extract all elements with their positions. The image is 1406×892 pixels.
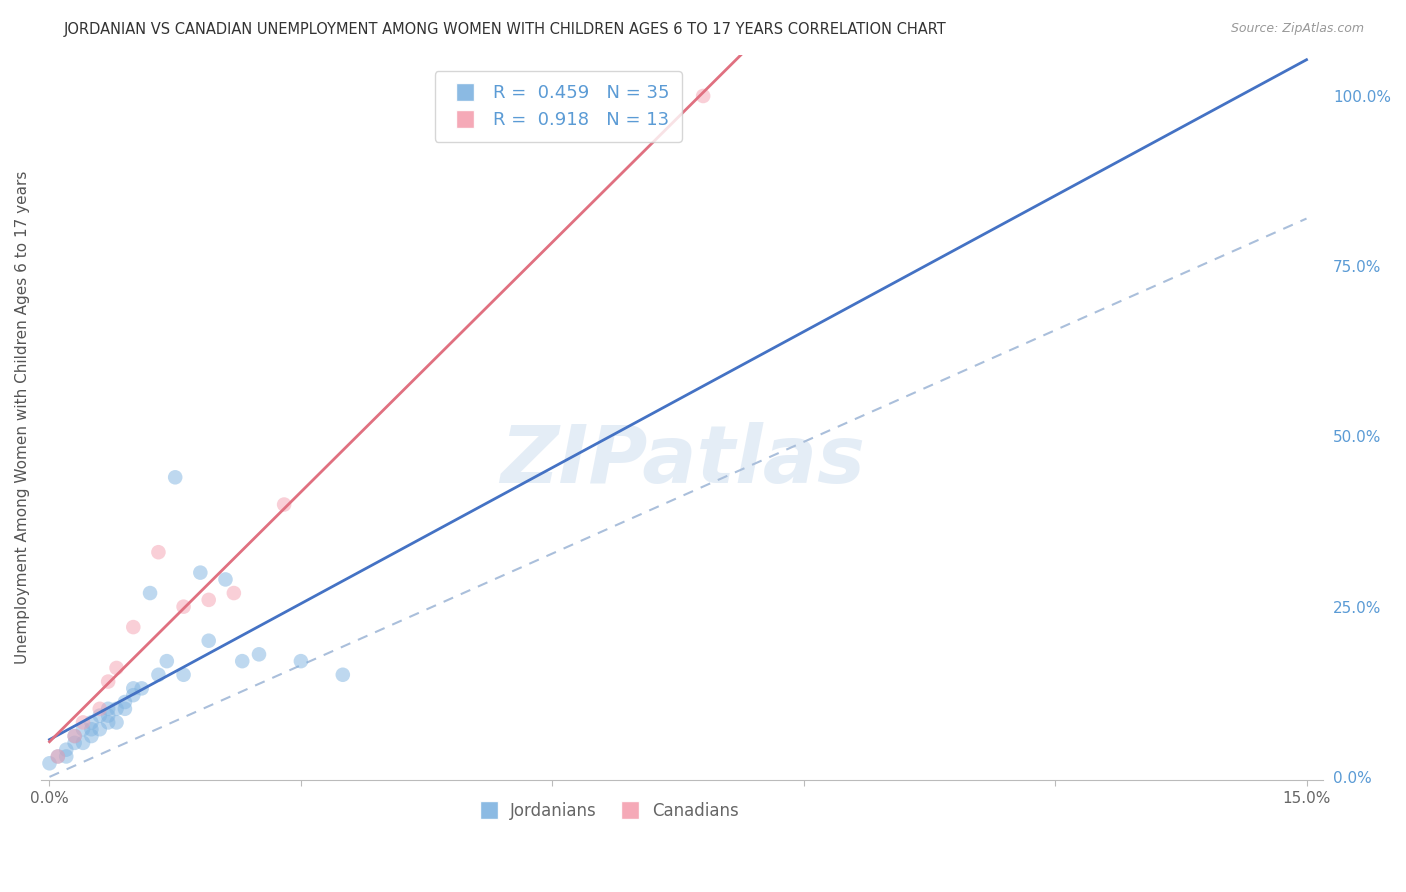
Point — [80, 723, 103, 737]
Point — [80, 729, 103, 743]
Point — [148, 667, 170, 681]
Point — [332, 667, 354, 681]
Point — [173, 599, 195, 614]
Point — [247, 648, 270, 662]
Point — [131, 681, 153, 696]
Point — [214, 573, 236, 587]
Point — [122, 688, 145, 702]
Point — [89, 708, 111, 723]
Y-axis label: Unemployment Among Women with Children Ages 6 to 17 years: Unemployment Among Women with Children A… — [15, 171, 30, 665]
Point — [55, 742, 77, 756]
Point — [105, 661, 128, 675]
Point — [38, 756, 60, 771]
Point — [165, 470, 187, 484]
Text: JORDANIAN VS CANADIAN UNEMPLOYMENT AMONG WOMEN WITH CHILDREN AGES 6 TO 17 YEARS : JORDANIAN VS CANADIAN UNEMPLOYMENT AMONG… — [63, 22, 946, 37]
Point — [197, 592, 219, 607]
Point — [114, 695, 136, 709]
Point — [97, 674, 120, 689]
Point — [105, 702, 128, 716]
Point — [89, 702, 111, 716]
Point — [63, 729, 86, 743]
Point — [139, 586, 162, 600]
Point — [97, 702, 120, 716]
Point — [46, 749, 69, 764]
Point — [197, 633, 219, 648]
Point — [273, 498, 295, 512]
Point — [72, 723, 94, 737]
Point — [97, 715, 120, 730]
Point — [290, 654, 312, 668]
Point — [114, 702, 136, 716]
Point — [222, 586, 245, 600]
Point — [122, 681, 145, 696]
Point — [231, 654, 253, 668]
Text: ZIPatlas: ZIPatlas — [499, 422, 865, 500]
Point — [72, 715, 94, 730]
Point — [80, 715, 103, 730]
Point — [97, 708, 120, 723]
Point — [105, 715, 128, 730]
Point — [173, 667, 195, 681]
Text: Source: ZipAtlas.com: Source: ZipAtlas.com — [1230, 22, 1364, 36]
Legend: Jordanians, Canadians: Jordanians, Canadians — [465, 795, 745, 826]
Point — [188, 566, 211, 580]
Point — [63, 729, 86, 743]
Point — [122, 620, 145, 634]
Point — [692, 89, 714, 103]
Point — [55, 749, 77, 764]
Point — [63, 736, 86, 750]
Point — [148, 545, 170, 559]
Point — [46, 749, 69, 764]
Point — [89, 723, 111, 737]
Point — [72, 736, 94, 750]
Point — [156, 654, 179, 668]
